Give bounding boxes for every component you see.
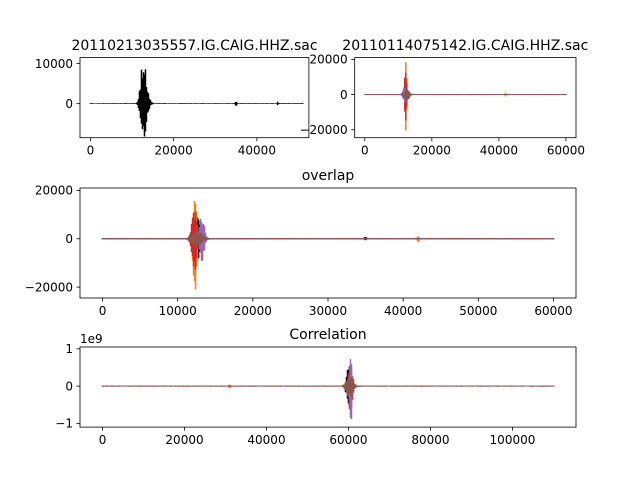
overlap-y-tick-label: 20000	[35, 184, 73, 198]
trace1-x-tick-label: 40000	[238, 144, 276, 158]
trace1-title: 20110213035557.IG.CAIG.HHZ.sac	[71, 38, 317, 54]
correlation-plot-area	[101, 359, 555, 420]
overlap-x-tick-label: 0	[99, 304, 107, 318]
trace1-x-ticks: 0 20000 40000	[87, 137, 276, 158]
trace1-x-tick-label: 0	[87, 144, 95, 158]
subplot-trace2: 0 20000 40000 60000 −20000 0 20000 2011011407…	[299, 38, 588, 158]
overlap-y-tick-label: 0	[65, 232, 73, 246]
correlation-x-tick-label: 40000	[247, 433, 285, 447]
overlap-title: overlap	[302, 168, 355, 184]
overlap-x-tick-label: 10000	[159, 304, 197, 318]
correlation-x-tick-label: 60000	[329, 433, 367, 447]
subplot-correlation: 0 20000 40000 60000 80000 100000 −1 0 1 Correla…	[55, 327, 577, 447]
trace2-x-tick-label: 60000	[547, 144, 585, 158]
correlation-title: Correlation	[289, 327, 366, 343]
overlap-x-tick-label: 50000	[459, 304, 497, 318]
trace2-y-ticks: −20000 0 20000	[299, 53, 355, 137]
correlation-offset-label: 1e9	[80, 332, 103, 346]
overlap-x-tick-label: 30000	[309, 304, 347, 318]
overlap-x-tick-label: 20000	[234, 304, 272, 318]
correlation-axes-frame	[79, 346, 577, 428]
trace2-x-tick-label: 0	[361, 144, 369, 158]
trace2-plot-area	[364, 62, 567, 131]
overlap-y-ticks: −20000 0 20000	[25, 184, 80, 294]
correlation-x-ticks: 0 20000 40000 60000 80000 100000	[99, 427, 536, 447]
correlation-y-ticks: −1 0 1	[55, 342, 80, 431]
correlation-y-tick-label: −1	[55, 417, 73, 431]
correlation-x-tick-label: 100000	[490, 433, 536, 447]
correlation-y-tick-label: 0	[65, 379, 73, 393]
trace2-series-brown	[364, 89, 567, 101]
trace2-y-tick-label: 20000	[310, 53, 348, 67]
overlap-y-tick-label: −20000	[25, 280, 73, 294]
trace2-x-tick-label: 20000	[413, 144, 451, 158]
overlap-x-tick-label: 40000	[384, 304, 422, 318]
trace1-x-tick-label: 20000	[155, 144, 193, 158]
correlation-y-tick-label: 1	[65, 342, 73, 356]
subplot-trace1: 0 20000 40000 0 10000 20110213035557.IG.CAI…	[35, 38, 318, 158]
trace1-y-tick-label: 10000	[35, 57, 73, 71]
trace1-axes-frame	[79, 57, 310, 139]
trace1-y-tick-label: 0	[65, 97, 73, 111]
overlap-plot-area	[101, 201, 555, 290]
trace2-x-tick-label: 40000	[480, 144, 518, 158]
trace2-y-tick-label: −20000	[299, 123, 347, 137]
trace2-x-ticks: 0 20000 40000 60000	[361, 137, 585, 158]
trace1-plot-area	[89, 69, 304, 137]
correlation-x-tick-label: 0	[99, 433, 107, 447]
trace2-y-tick-label: 0	[340, 88, 348, 102]
trace1-series-black	[89, 69, 304, 137]
subplot-overlap: 0 10000 20000 30000 40000 50000 60000 −20000 0 2…	[25, 168, 577, 318]
overlap-series-brown	[101, 230, 555, 247]
correlation-x-tick-label: 20000	[165, 433, 203, 447]
trace1-y-ticks: 0 10000	[35, 57, 80, 111]
correlation-x-tick-label: 80000	[411, 433, 449, 447]
overlap-x-ticks: 0 10000 20000 30000 40000 50000 60000	[99, 298, 573, 318]
trace2-title: 20110114075142.IG.CAIG.HHZ.sac	[342, 38, 588, 54]
trace2-axes-frame	[354, 57, 577, 139]
overlap-x-tick-label: 60000	[534, 304, 572, 318]
correlation-series-brown	[101, 376, 555, 398]
